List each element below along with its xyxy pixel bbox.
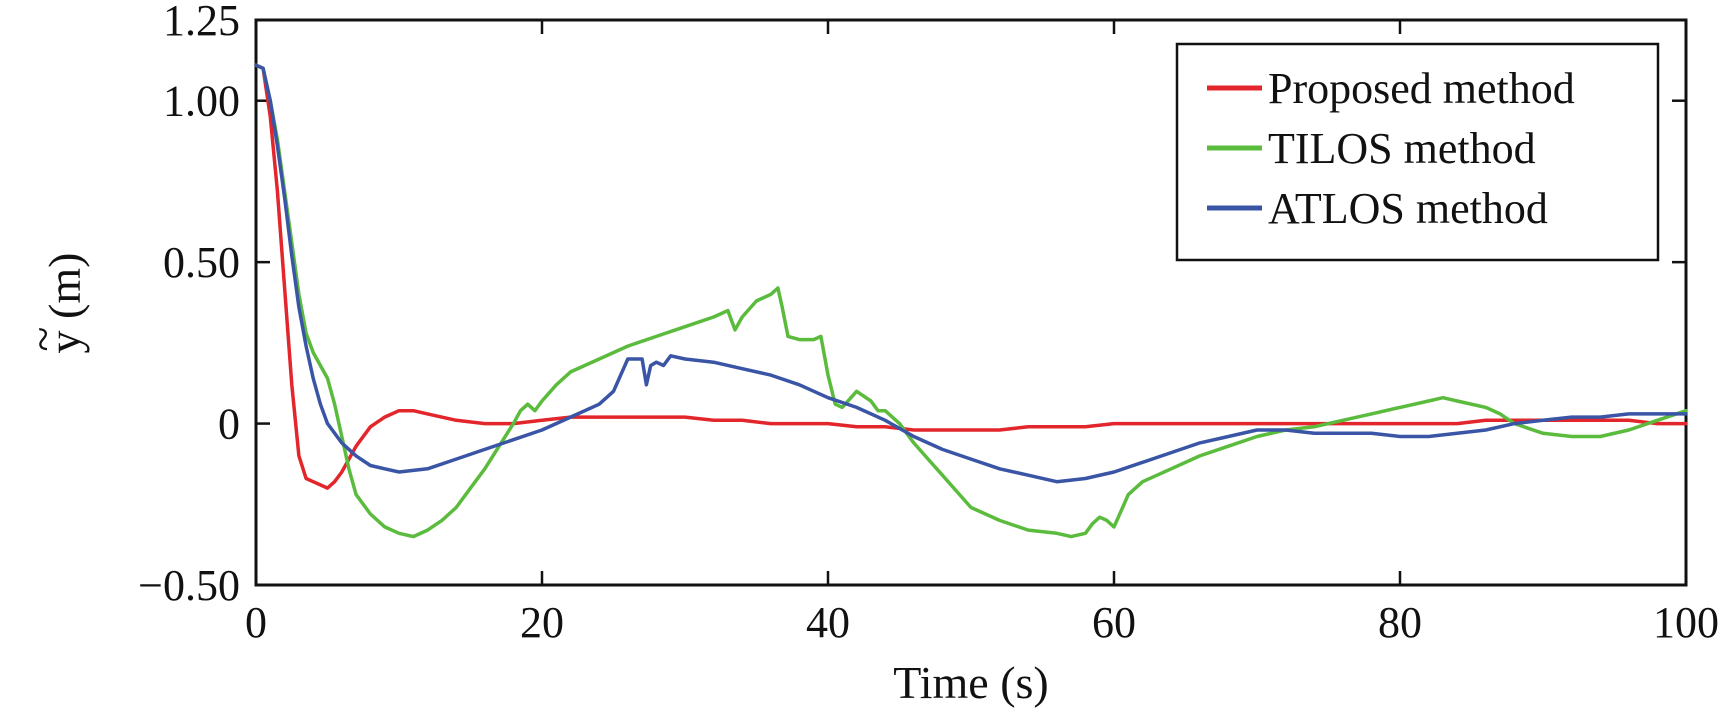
x-axis-title: Time (s): [893, 657, 1049, 708]
x-tick-label: 100: [1653, 598, 1719, 647]
series-lines: [254, 63, 1688, 539]
y-tick-label: 0.50: [163, 238, 240, 287]
x-axis-ticks: 0 20 40 60 80 100: [245, 20, 1719, 647]
series-line-tilos: [254, 63, 1688, 539]
legend: Proposed method TILOS method ATLOS metho…: [1175, 42, 1660, 262]
y-axis-title: y (m) ~: [17, 253, 90, 354]
y-tick-label: 1.25: [163, 0, 240, 45]
x-tick-label: 40: [806, 598, 850, 647]
x-tick-label: 20: [520, 598, 564, 647]
y-axis-title-text: y (m): [39, 253, 90, 354]
legend-label-tilos: TILOS method: [1268, 124, 1536, 173]
plot-area: [254, 18, 1688, 587]
legend-label-proposed: Proposed method: [1268, 64, 1575, 113]
x-tick-label: 0: [245, 598, 267, 647]
y-tick-label: −0.50: [138, 561, 240, 610]
series-line-proposed: [254, 63, 1688, 490]
x-tick-label: 60: [1092, 598, 1136, 647]
y-tick-label: 0: [218, 400, 240, 449]
y-axis-title-accent: ~: [17, 327, 68, 352]
legend-label-atlos: ATLOS method: [1268, 184, 1548, 233]
y-tick-label: 1.00: [163, 77, 240, 126]
y-axis-ticks: −0.50 0 0.50 1.00 1.25: [138, 0, 1686, 610]
x-tick-label: 80: [1378, 598, 1422, 647]
series-line-atlos: [254, 63, 1688, 484]
legend-box: [1175, 42, 1660, 262]
